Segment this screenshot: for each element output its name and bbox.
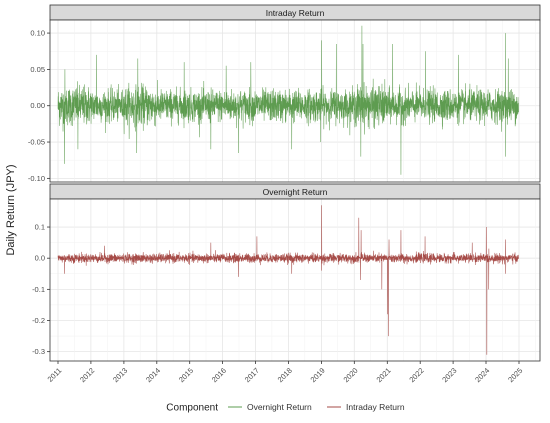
plot-border (49, 19, 541, 183)
y-axis-label: Daily Return (JPY) (5, 164, 17, 255)
legend-title: Component (166, 403, 218, 414)
panel-1: Intraday Return -0.10 -0.05 0.00 0.05 0.10 (28, 4, 541, 183)
y-tick-label: -0.2 (32, 316, 45, 325)
y-tick-label: 0.05 (30, 65, 45, 74)
strip-label: Overnight Return (263, 187, 328, 197)
plot-area (50, 199, 540, 361)
plot-border (49, 198, 541, 362)
y-tick-label: 0.10 (30, 29, 45, 38)
legend: Component Overnight Return Intraday Return (166, 402, 405, 414)
y-tick-label: 0.00 (30, 101, 45, 110)
y-tick-label: 0.0 (35, 254, 45, 263)
y-tick-label: -0.05 (28, 138, 45, 147)
y-tick-label: -0.3 (32, 347, 45, 356)
y-tick-label: 0.1 (35, 223, 45, 232)
series-line-overnight-return (57, 205, 519, 355)
legend-entry-label: Overnight Return (247, 402, 312, 412)
legend-entry-label: Intraday Return (346, 402, 405, 412)
y-tick-label: -0.10 (28, 174, 45, 183)
strip-label: Intraday Return (266, 8, 325, 18)
series-line-intraday-return (57, 25, 519, 175)
y-tick-label: -0.1 (32, 285, 45, 294)
panel-2: Overnight Return -0.3 -0.2 -0.1 0.0 0.1 (32, 183, 541, 362)
